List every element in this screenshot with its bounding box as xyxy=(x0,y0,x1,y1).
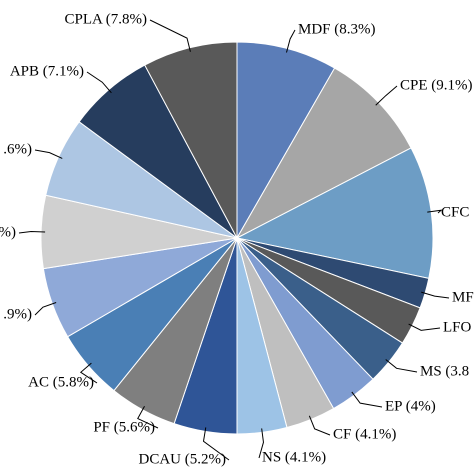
leader-line xyxy=(385,359,418,373)
leader-line xyxy=(79,362,98,384)
slice-label: CFC xyxy=(441,204,469,220)
leader-line xyxy=(408,323,441,331)
leader-line xyxy=(34,149,63,159)
slice-label: .6%) xyxy=(3,141,32,157)
slice-label: DCAU (5.2%) xyxy=(139,451,227,467)
slice-label: .9%) xyxy=(3,306,32,322)
leader-line xyxy=(258,428,264,459)
slice-label: EP (4%) xyxy=(385,398,436,414)
leader-line xyxy=(286,29,296,53)
leader-line xyxy=(308,415,331,436)
leader-line xyxy=(427,209,443,214)
leader-line xyxy=(86,71,112,94)
slice-label: LFO xyxy=(443,319,472,335)
slice-label: CF (4.1%) xyxy=(333,426,396,442)
slice-label: APB (7.1%) xyxy=(10,63,84,79)
leader-line xyxy=(375,85,398,106)
slice-label: MS (3.8 xyxy=(420,363,469,379)
slice-label: MF xyxy=(452,289,474,305)
slice-label: NS (4.1%) xyxy=(262,449,326,465)
slice-label: AC (5.8%) xyxy=(28,374,94,390)
leader-line xyxy=(34,301,57,316)
slice-label: MDF (8.3%) xyxy=(298,21,376,37)
slice-label: CPLA (7.8%) xyxy=(65,11,148,27)
leader-line xyxy=(149,19,191,52)
slice-label: PF (5.6%) xyxy=(93,419,155,435)
slice-label: %) xyxy=(0,224,16,240)
leader-line xyxy=(202,427,230,461)
leader-line xyxy=(137,406,159,429)
leader-line xyxy=(18,231,46,234)
slice-label: CPE (9.1%) xyxy=(400,77,473,93)
leader-line xyxy=(421,291,450,299)
leader-line xyxy=(351,391,383,408)
